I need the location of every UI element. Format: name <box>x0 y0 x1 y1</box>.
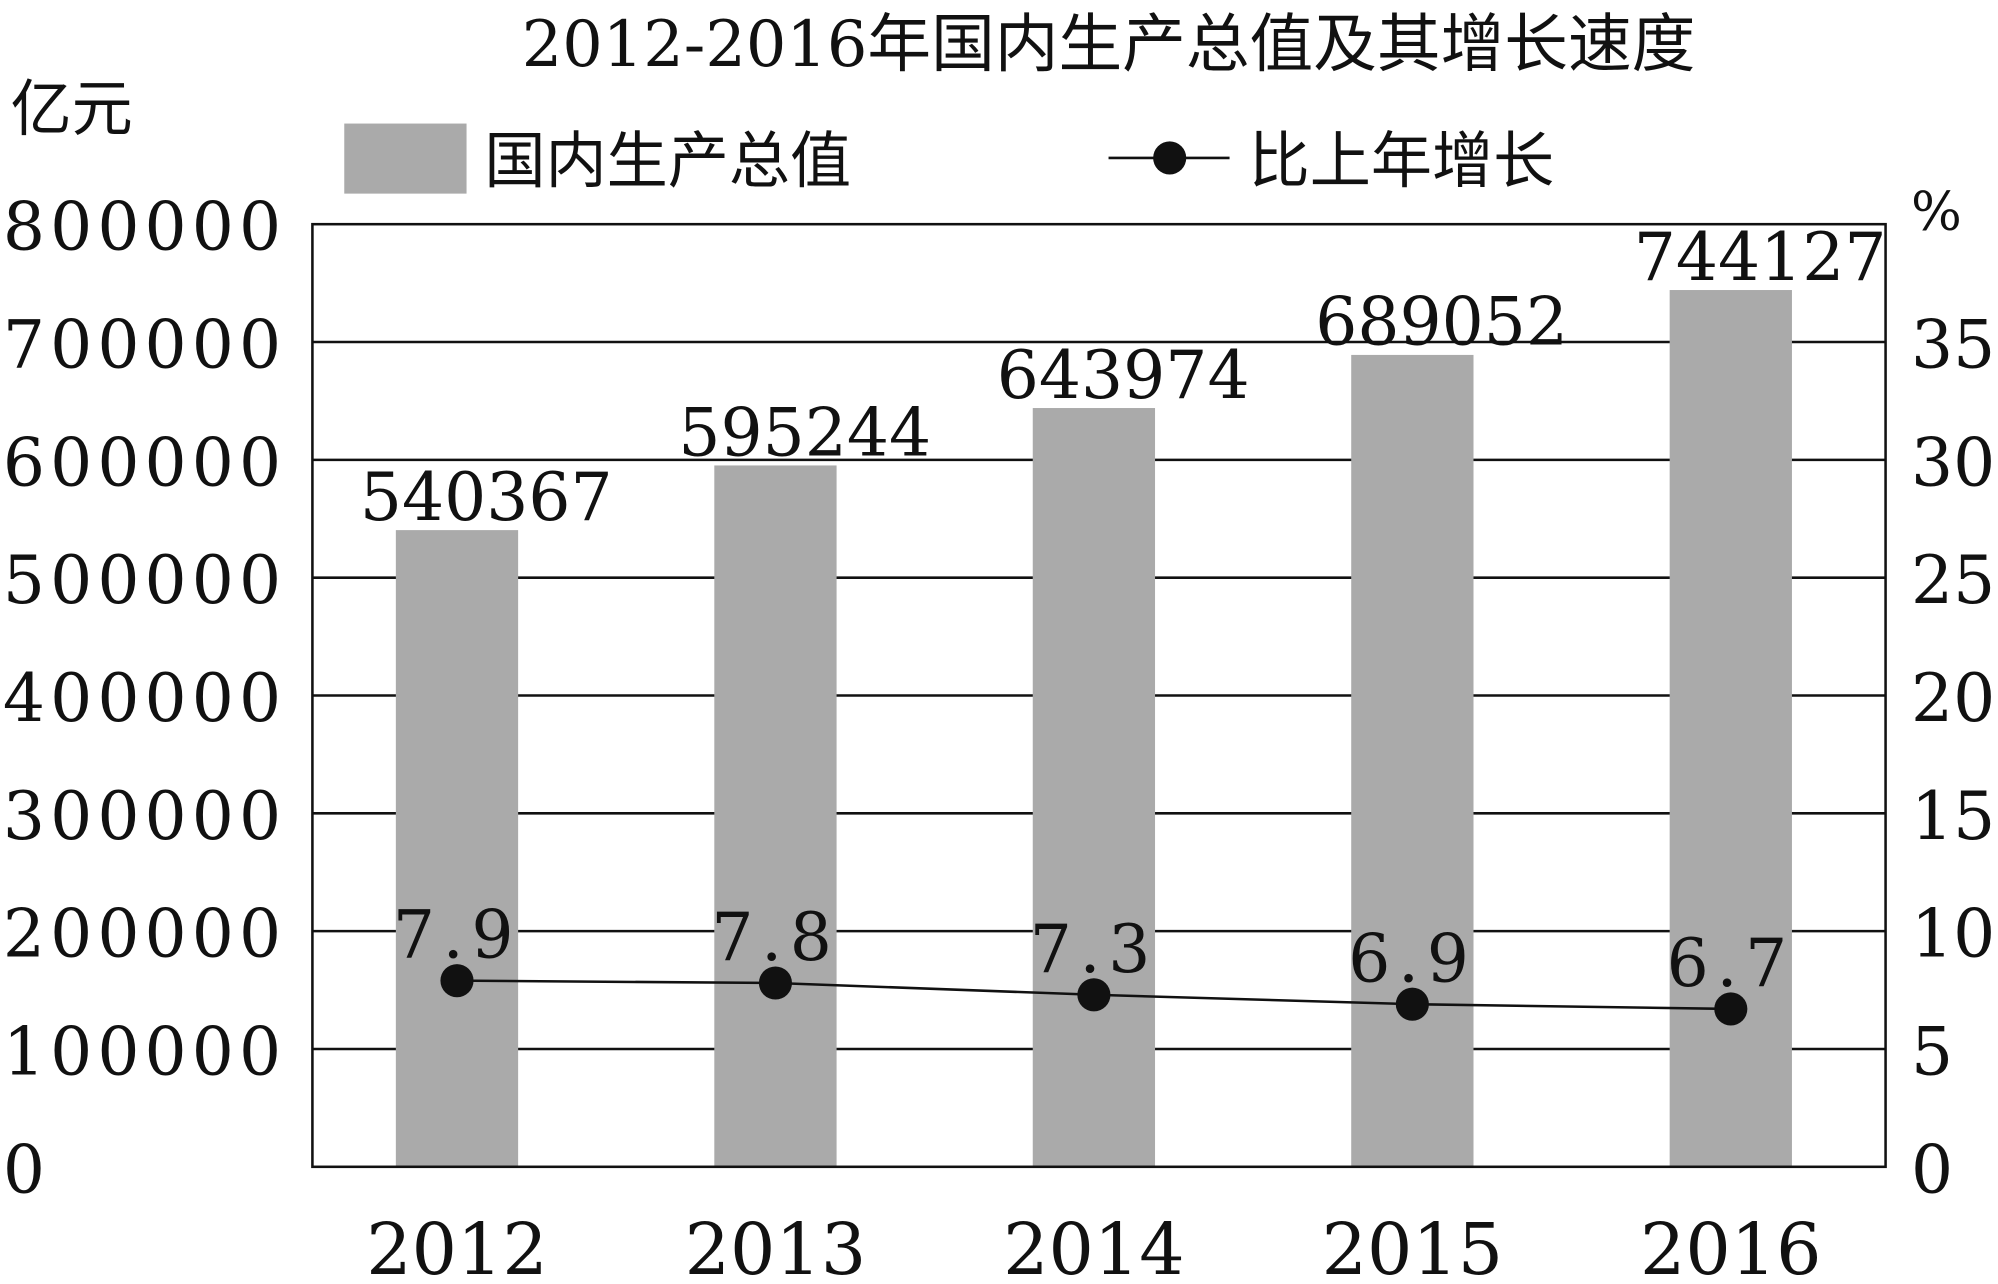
y-tick-label: 300000 <box>3 778 286 855</box>
y-axis-label: 亿元 <box>11 74 133 145</box>
axes: 0 100000 200000 300000 400000 500000 600000 700… <box>3 189 1995 1284</box>
legend-label-bar: 国内生产总值 <box>484 126 851 197</box>
y2-tick-label: 5 <box>1911 1013 1953 1090</box>
plot-frame <box>311 222 1887 1169</box>
bar <box>1669 290 1792 1167</box>
y2-tick-label: 20 <box>1911 660 1995 737</box>
bar-value-label: 689052 <box>1315 284 1568 361</box>
y-tick-label: 0 <box>3 1131 50 1208</box>
growth-point <box>758 966 793 1000</box>
bar-value-label: 540367 <box>360 459 613 536</box>
bar <box>1032 408 1156 1167</box>
x-tick-label: 2013 <box>685 1208 867 1284</box>
x-tick-label: 2014 <box>1003 1208 1185 1284</box>
legend: 国内生产总值 比上年增长 <box>344 123 1555 197</box>
bar-value-label: 744127 <box>1634 219 1887 296</box>
growth-value-label: 6.9 <box>1348 920 1476 997</box>
growth-value-label: 7.3 <box>1030 911 1158 988</box>
bar-value-label: 595244 <box>678 394 931 471</box>
growth-line: 7.9 7.8 7.3 6.9 6.7 <box>393 897 1795 1026</box>
y2-axis-label: % <box>1911 179 1962 242</box>
growth-value-label: 6.7 <box>1667 925 1795 1002</box>
x-tick-label: 2012 <box>366 1208 548 1284</box>
bar <box>395 530 519 1167</box>
y-tick-label: 400000 <box>3 660 286 737</box>
legend-swatch-marker <box>1153 141 1187 175</box>
y2-tick-label: 25 <box>1911 542 1995 619</box>
y2-tick-label: 0 <box>1911 1131 1953 1208</box>
y-tick-label: 600000 <box>3 424 286 501</box>
y2-tick-label: 10 <box>1911 896 1995 973</box>
bars: 540367 595244 643974 689052 744127 <box>360 219 1887 1167</box>
y2-tick-label: 15 <box>1911 778 1995 855</box>
y-tick-label: 800000 <box>3 189 286 266</box>
y2-tick-label: 35 <box>1911 306 1995 383</box>
growth-point <box>1714 992 1748 1026</box>
growth-point <box>440 964 474 998</box>
legend-label-line: 比上年增长 <box>1249 126 1555 197</box>
y-tick-label: 700000 <box>3 306 286 383</box>
y-tick-label: 500000 <box>3 542 286 619</box>
y-tick-label: 100000 <box>3 1013 286 1090</box>
growth-point <box>1395 987 1429 1021</box>
x-tick-label: 2015 <box>1322 1208 1504 1284</box>
chart-title: 2012-2016年国内生产总值及其增长速度 <box>522 8 1696 82</box>
bar <box>714 465 837 1167</box>
bar <box>1351 354 1474 1167</box>
growth-point <box>1077 978 1111 1012</box>
legend-swatch-bar <box>344 123 467 194</box>
x-tick-label: 2016 <box>1640 1208 1822 1284</box>
growth-value-label: 7.8 <box>711 899 839 976</box>
y2-tick-label: 30 <box>1911 424 1995 501</box>
y-tick-label: 200000 <box>3 896 286 973</box>
growth-value-label: 7.9 <box>393 897 521 974</box>
bar-value-label: 643974 <box>997 337 1250 414</box>
